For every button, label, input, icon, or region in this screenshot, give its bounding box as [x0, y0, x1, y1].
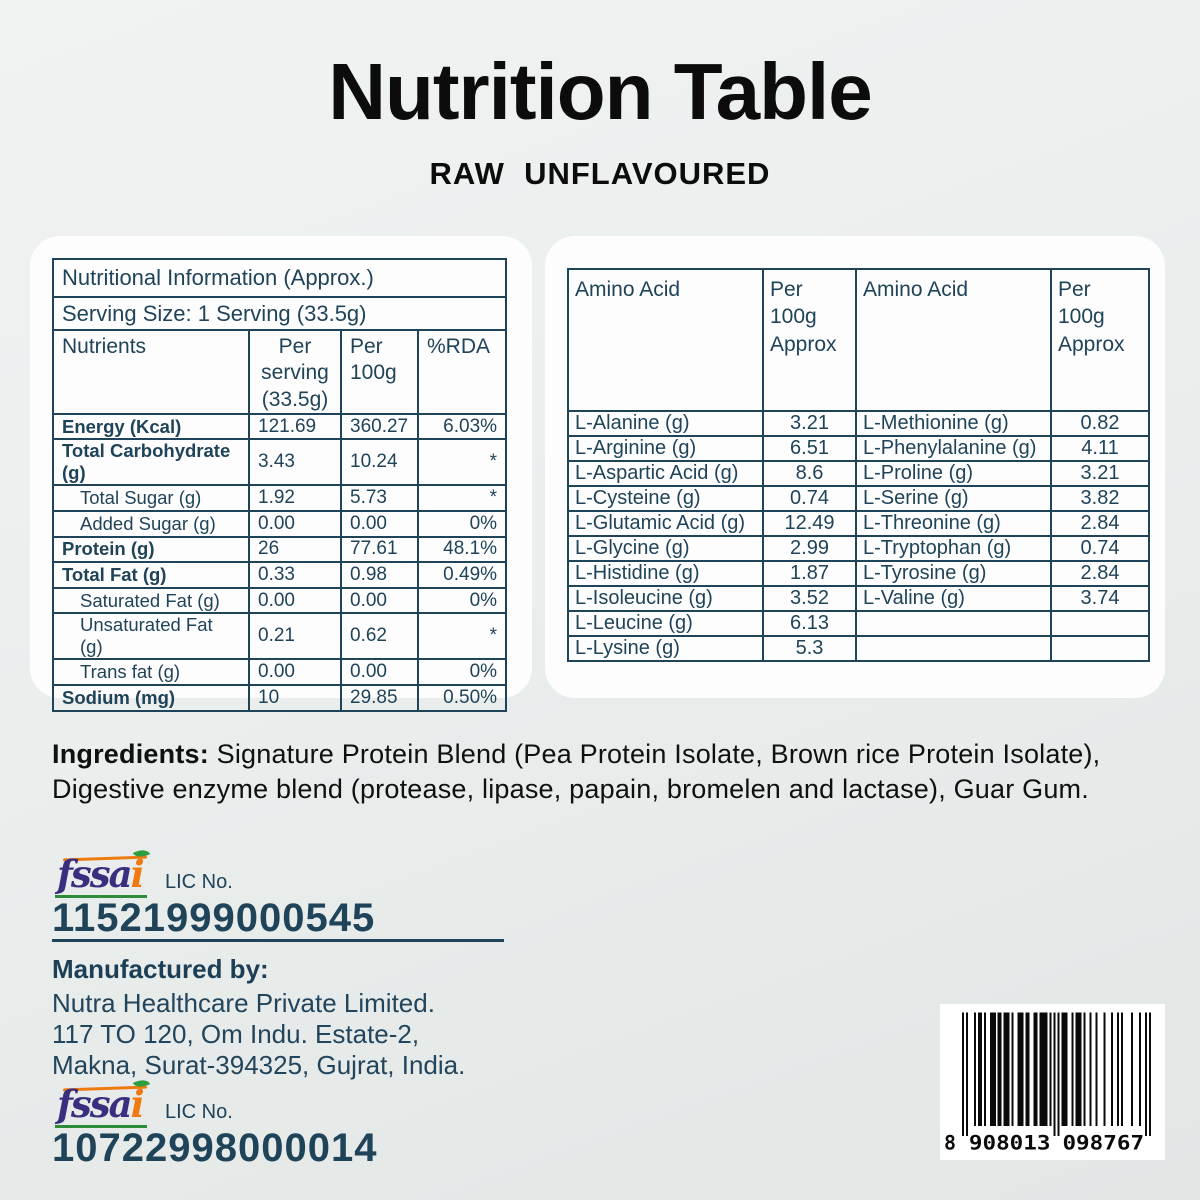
page-title: Nutrition Table — [328, 47, 872, 136]
license1-block: fssai LIC No. — [55, 846, 233, 898]
manufactured-by-label: Manufactured by: — [52, 954, 269, 984]
lic-no-label-1: LIC No. — [165, 871, 233, 893]
col-header-per-100g: Per 100g — [340, 329, 419, 415]
address-line-2: 117 TO 120, Om Indu. Estate-2, — [52, 1019, 420, 1049]
fssai-logo: fssai — [55, 846, 155, 898]
nutrition-table: Nutritional Information (Approx.) Servin… — [51, 258, 508, 712]
license2-block: fssai LIC No. — [55, 1076, 233, 1128]
fssai-logo-i: i — [130, 852, 145, 896]
manufacturer-address: Nutra Healthcare Private Limited. 117 TO… — [52, 988, 465, 1081]
fssai-logo-i-2: i — [130, 1082, 145, 1126]
amino-row: L-Lysine (g) 5.3 — [567, 635, 1150, 662]
amino-rows: L-Alanine (g) 3.21 L-Methionine (g) 0.82 L-A… — [567, 410, 1150, 662]
amino-row: L-Arginine (g) 6.51 L-Phenylalanine (g) 4.1… — [567, 435, 1150, 462]
amino-row: L-Aspartic Acid (g) 8.6 L-Proline (g) 3.21 — [567, 460, 1150, 487]
amino-row: L-Leucine (g) 6.13 — [567, 610, 1150, 637]
amino-column-headers: Amino Acid Per 100g Approx Amino Acid Pe… — [567, 268, 1150, 412]
amino-row: L-Histidine (g) 1.87 L-Tyrosine (g) 2.84 — [567, 560, 1150, 587]
nutrition-row: Total Carbohydrate (g) 3.43 10.24 * — [52, 438, 508, 487]
nutrition-row: Added Sugar (g) 0.00 0.00 0% — [52, 509, 508, 538]
svg-text:8: 8 — [944, 1132, 956, 1155]
nutrition-row: Total Sugar (g) 1.92 5.73 * — [52, 484, 508, 512]
divider-rule — [52, 939, 504, 942]
serving-size-row: Serving Size: 1 Serving (33.5g) — [51, 296, 508, 331]
nutrition-table-title: Nutritional Information (Approx.) — [51, 258, 508, 298]
nutrition-column-headers: Nutrients Per serving (33.5g) Per 100g %… — [52, 329, 508, 415]
nutrition-table-title-row: Nutritional Information (Approx.) — [51, 258, 508, 298]
page-subtitle: RAW UNFLAVOURED — [429, 156, 771, 191]
nutrition-rows: Energy (Kcal) 121.69 360.27 6.03% Total Carb… — [52, 412, 508, 712]
address-line-1: Nutra Healthcare Private Limited. — [52, 988, 435, 1018]
col-header-per-100g-2: Per 100g Approx — [1050, 268, 1150, 412]
amino-row: L-Glycine (g) 2.99 L-Tryptophan (g) 0.74 — [567, 535, 1150, 562]
nutrition-row: Unsaturated Fat (g) 0.21 0.62 * — [52, 612, 508, 661]
serving-size: Serving Size: 1 Serving (33.5g) — [51, 296, 508, 331]
nutrition-row: Energy (Kcal) 121.69 360.27 6.03% — [52, 412, 508, 441]
amino-row: L-Alanine (g) 3.21 L-Methionine (g) 0.82 — [567, 410, 1150, 437]
nutrition-row: Saturated Fat (g) 0.00 0.00 0% — [52, 586, 508, 615]
col-header-per-100g-1: Per 100g Approx — [762, 268, 857, 412]
ingredients-label: Ingredients: — [52, 739, 209, 769]
nutrition-row: Total Fat (g) 0.33 0.98 0.49% — [52, 561, 508, 589]
barcode: 8 908013 098767 — [940, 1004, 1165, 1160]
license2-number: 10722998000014 — [52, 1126, 378, 1170]
col-header-nutrients: Nutrients — [52, 329, 250, 415]
ingredients-text: Signature Protein Blend (Pea Protein Iso… — [52, 739, 1101, 804]
svg-text:908013: 908013 — [969, 1132, 1051, 1155]
nutrition-row: Trans fat (g) 0.00 0.00 0% — [52, 658, 508, 686]
fssai-logo-text: fssa — [57, 852, 133, 896]
col-header-amino-acid-2: Amino Acid — [855, 268, 1052, 412]
amino-acid-table: Amino Acid Per 100g Approx Amino Acid Pe… — [567, 268, 1150, 662]
nutrition-row: Sodium (mg) 10 29.85 0.50% — [52, 683, 508, 712]
col-header-amino-acid-1: Amino Acid — [567, 268, 764, 412]
col-header-rda: %RDA — [416, 329, 508, 415]
amino-row: L-Glutamic Acid (g) 12.49 L-Threonine (g) 2… — [567, 510, 1150, 537]
amino-row: L-Cysteine (g) 0.74 L-Serine (g) 3.82 — [567, 485, 1150, 512]
lic-no-label-2: LIC No. — [165, 1101, 233, 1123]
license1-number: 11521999000545 — [52, 896, 376, 940]
barcode-svg: 8 908013 098767 — [944, 1012, 1152, 1155]
fssai-logo-2: fssai — [55, 1076, 155, 1128]
nutrition-row: Protein (g) 26 77.61 48.1% — [52, 535, 508, 564]
svg-text:098767: 098767 — [1062, 1132, 1144, 1155]
ingredients-paragraph: Ingredients: Signature Protein Blend (Pe… — [52, 737, 1162, 807]
col-header-per-serving: Per serving (33.5g) — [248, 329, 342, 415]
address-line-3: Makna, Surat-394325, Gujrat, India. — [52, 1050, 466, 1080]
fssai-logo-text-2: fssa — [57, 1082, 133, 1126]
amino-row: L-Isoleucine (g) 3.52 L-Valine (g) 3.74 — [567, 585, 1150, 612]
